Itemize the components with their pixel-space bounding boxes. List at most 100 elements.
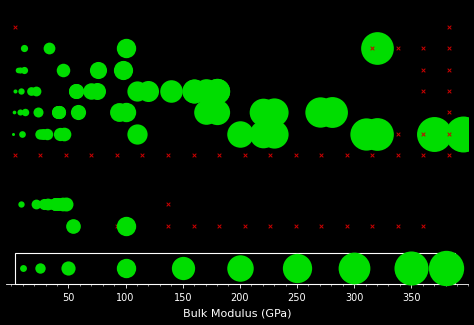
Point — [343, 223, 351, 228]
Point — [88, 152, 95, 158]
Point — [9, 131, 17, 136]
Point — [133, 88, 141, 94]
Point — [69, 223, 77, 228]
Point — [362, 131, 369, 136]
Point — [191, 88, 198, 94]
Point — [202, 110, 210, 115]
Point — [122, 110, 129, 115]
Point — [213, 110, 221, 115]
Point — [167, 88, 175, 94]
Point — [373, 131, 381, 136]
Point — [241, 152, 248, 158]
Point — [39, 131, 47, 136]
Point — [115, 110, 122, 115]
Point — [10, 110, 18, 115]
Point — [369, 223, 376, 228]
Point — [215, 152, 223, 158]
Point — [213, 88, 221, 94]
Point — [236, 266, 244, 271]
Point — [445, 131, 453, 136]
Point — [16, 110, 24, 115]
Point — [373, 46, 381, 51]
Point — [191, 88, 198, 94]
Point — [19, 266, 27, 271]
Point — [164, 202, 172, 207]
Point — [145, 88, 152, 94]
Point — [20, 67, 27, 72]
Point — [11, 24, 18, 30]
Point — [445, 88, 453, 94]
Point — [419, 88, 427, 94]
Point — [394, 46, 401, 51]
Point — [445, 110, 453, 115]
Point — [11, 88, 18, 94]
Point — [293, 266, 301, 271]
Point — [51, 202, 58, 207]
Point — [33, 202, 40, 207]
Point — [270, 110, 278, 115]
Point — [64, 266, 72, 271]
Point — [292, 152, 300, 158]
Point — [93, 88, 101, 94]
Point — [394, 152, 401, 158]
Point — [445, 67, 453, 72]
Point — [445, 24, 453, 30]
Point — [36, 131, 44, 136]
Point — [430, 131, 438, 136]
Point — [113, 223, 121, 228]
Point — [56, 131, 64, 136]
Point — [55, 110, 62, 115]
X-axis label: Bulk Modulus (GPa): Bulk Modulus (GPa) — [183, 309, 291, 319]
Point — [419, 67, 427, 72]
Point — [328, 110, 336, 115]
Point — [60, 131, 68, 136]
Point — [292, 223, 300, 228]
Point — [94, 67, 102, 72]
Point — [33, 88, 40, 94]
Point — [18, 131, 26, 136]
Point — [36, 266, 44, 271]
Point — [459, 131, 466, 136]
Point — [58, 202, 65, 207]
Point — [55, 110, 62, 115]
Point — [442, 266, 449, 271]
Point — [17, 88, 25, 94]
Point — [445, 46, 453, 51]
Point — [133, 131, 141, 136]
Point — [62, 152, 70, 158]
Point — [27, 88, 35, 94]
Point — [408, 266, 415, 271]
Point — [36, 152, 44, 158]
Point — [202, 88, 210, 94]
Point — [318, 152, 325, 158]
Point — [164, 223, 172, 228]
Point — [122, 223, 129, 228]
Point — [113, 152, 121, 158]
Point — [88, 88, 95, 94]
Point — [213, 88, 221, 94]
Point — [419, 46, 427, 51]
Point — [369, 152, 376, 158]
Point — [318, 223, 325, 228]
Point — [34, 110, 41, 115]
Point — [16, 67, 24, 72]
Point — [51, 202, 58, 207]
Point — [55, 110, 63, 115]
Point — [122, 266, 129, 271]
Point — [55, 110, 63, 115]
Point — [241, 223, 248, 228]
Point — [350, 266, 358, 271]
Point — [139, 152, 146, 158]
Point — [41, 202, 48, 207]
Point — [43, 131, 51, 136]
Point — [20, 46, 27, 51]
Point — [419, 223, 427, 228]
Point — [17, 202, 25, 207]
Point — [369, 46, 376, 51]
Point — [74, 110, 82, 115]
Point — [259, 110, 266, 115]
Point — [190, 223, 197, 228]
Point — [445, 152, 453, 158]
Point — [394, 131, 401, 136]
Point — [122, 46, 129, 51]
